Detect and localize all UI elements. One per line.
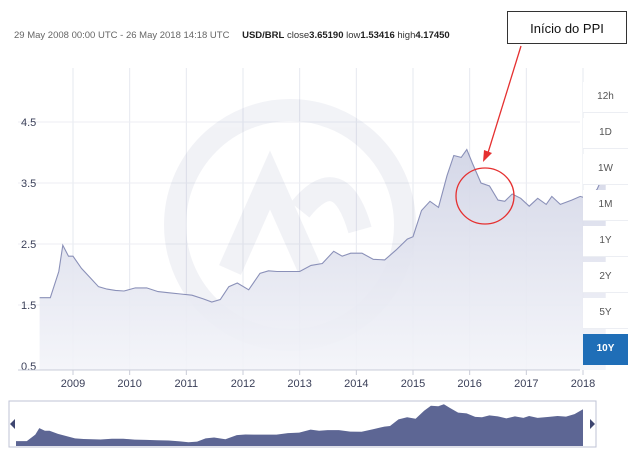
low-label: low	[346, 30, 361, 41]
ppi-annotation	[455, 45, 522, 225]
ppi-arrow	[486, 45, 522, 157]
range-button-12h[interactable]: 12h	[583, 82, 628, 113]
x-tick-label: 2010	[117, 378, 141, 390]
x-tick-label: 2016	[457, 378, 481, 390]
y-tick-label: 1.5	[21, 300, 36, 312]
x-tick-label: 2018	[571, 378, 595, 390]
high-value: 4.17450	[415, 30, 450, 41]
y-tick-label: 4.5	[21, 117, 36, 129]
ppi-callout-label: Início do PPI	[507, 11, 627, 44]
close-value: 3.65190	[309, 30, 344, 41]
range-button-2y[interactable]: 2Y	[583, 262, 628, 293]
range-button-5y[interactable]: 5Y	[583, 298, 628, 329]
x-tick-label: 2012	[231, 378, 255, 390]
chart-info-bar: 29 May 2008 00:00 UTC - 26 May 2018 14:1…	[14, 30, 450, 41]
navigator-left-handle[interactable]	[10, 419, 15, 429]
navigator[interactable]	[8, 400, 597, 448]
range-button-1y[interactable]: 1Y	[583, 226, 628, 257]
high-label: high	[397, 30, 416, 41]
x-tick-label: 2009	[61, 378, 85, 390]
y-tick-label: 2.5	[21, 239, 36, 251]
range-button-1d[interactable]: 1D	[583, 118, 628, 149]
currency-pair: USD/BRL	[242, 30, 285, 41]
x-tick-label: 2011	[175, 378, 199, 390]
pair-info: USD/BRL close3.65190 low1.53416 high4.17…	[242, 30, 450, 41]
date-range-text: 29 May 2008 00:00 UTC - 26 May 2018 14:1…	[14, 30, 230, 41]
range-selector: 12h 1D 1W 1M 1Y 2Y 5Y 10Y	[583, 82, 628, 370]
range-button-10y[interactable]: 10Y	[583, 334, 628, 365]
y-tick-label: 0.5	[21, 361, 36, 373]
range-button-1w[interactable]: 1W	[583, 154, 628, 185]
close-label: close	[286, 30, 310, 41]
x-axis-ticks: 2009 2010 2011 2012 2013 2014 2015 2016 2017 2018	[61, 370, 595, 390]
x-tick-label: 2014	[344, 378, 368, 390]
y-tick-label: 3.5	[21, 178, 36, 190]
x-tick-label: 2013	[287, 378, 311, 390]
navigator-area	[16, 404, 583, 446]
range-button-1m[interactable]: 1M	[583, 190, 628, 221]
x-tick-label: 2017	[514, 378, 538, 390]
ppi-arrowhead	[483, 150, 492, 162]
price-area	[39, 149, 606, 370]
price-line	[39, 148, 607, 303]
x-tick-label: 2015	[401, 378, 425, 390]
low-value: 1.53416	[360, 30, 395, 41]
y-axis-ticks: 4.5 3.5 2.5 1.5 0.5	[21, 117, 36, 373]
ppi-highlight-circle	[455, 167, 515, 225]
navigator-right-handle[interactable]	[590, 419, 595, 429]
